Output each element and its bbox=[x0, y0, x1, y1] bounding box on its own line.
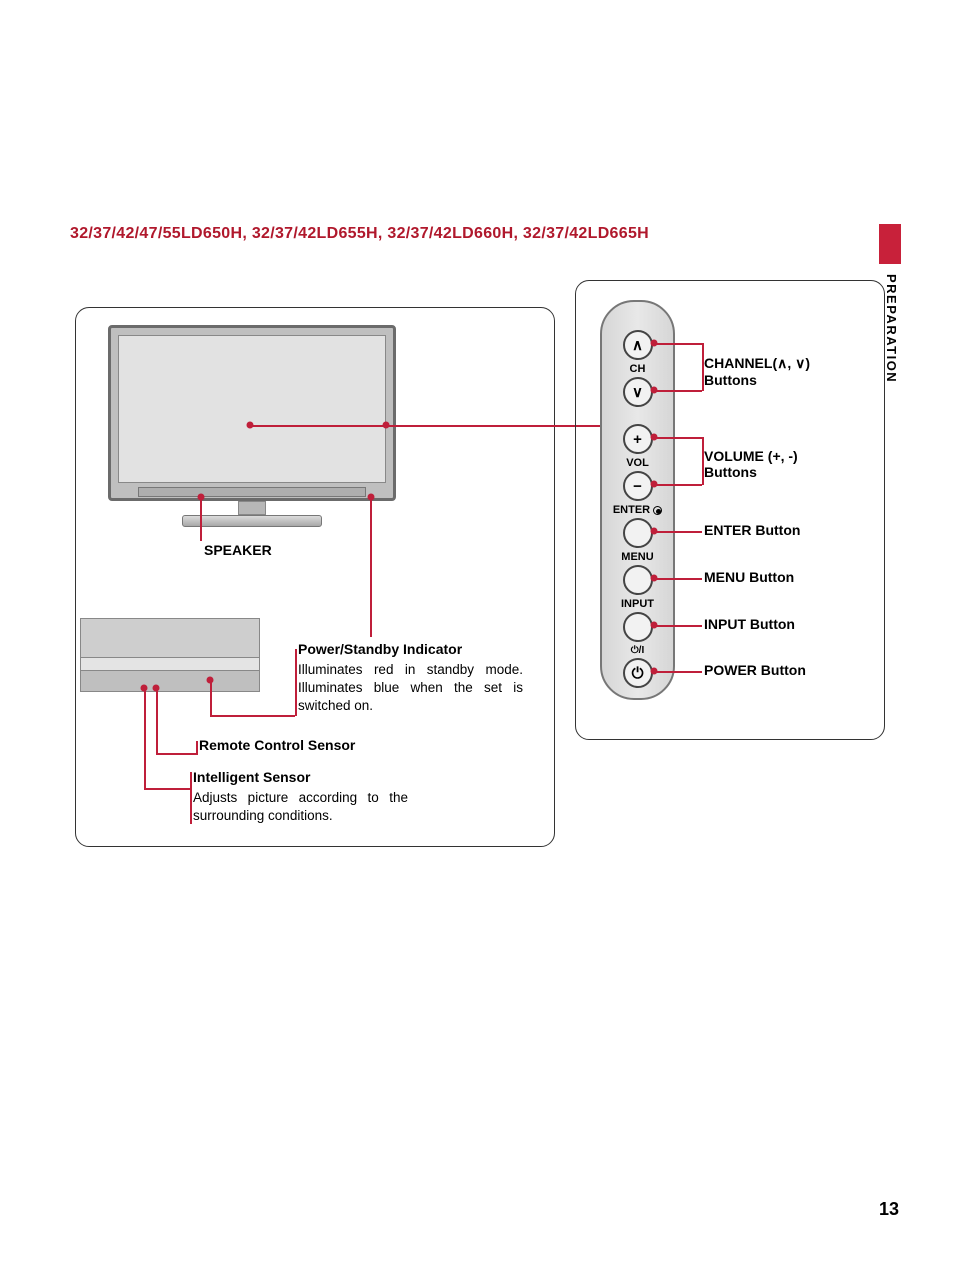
enter-button-icon bbox=[623, 518, 653, 548]
leader-line bbox=[295, 649, 297, 716]
leader-line bbox=[210, 680, 212, 715]
volume-down-button-icon: − bbox=[623, 471, 653, 501]
leader-line bbox=[654, 390, 702, 392]
leader-line bbox=[654, 343, 702, 345]
page-title: 32/37/42/47/55LD650H, 32/37/42LD655H, 32… bbox=[70, 225, 649, 243]
enter-label: ENTER bbox=[602, 504, 673, 516]
leader-dot bbox=[651, 528, 658, 535]
leader-line bbox=[370, 497, 372, 637]
menu-callout: MENU Button bbox=[704, 569, 794, 585]
volume-up-button-icon: + bbox=[623, 424, 653, 454]
leader-dot bbox=[651, 481, 658, 488]
control-strip-drawing: ∧ CH ∨ + VOL − ENTER MENU INPUT ⏻/I ⏻ bbox=[600, 300, 675, 700]
leader-line bbox=[654, 531, 702, 533]
leader-line bbox=[654, 437, 702, 439]
leader-dot bbox=[651, 575, 658, 582]
leader-dot bbox=[651, 387, 658, 394]
remote-sensor-label: Remote Control Sensor bbox=[199, 737, 355, 753]
leader-dot bbox=[651, 622, 658, 629]
leader-line bbox=[250, 425, 600, 427]
power-symbol-label: ⏻/I bbox=[602, 645, 673, 656]
menu-button-icon bbox=[623, 565, 653, 595]
intelligent-sensor-desc: Adjusts picture according to the surroun… bbox=[193, 789, 408, 825]
leader-line bbox=[654, 625, 702, 627]
leader-dot bbox=[198, 494, 205, 501]
leader-line bbox=[156, 688, 158, 753]
input-label: INPUT bbox=[602, 598, 673, 610]
intelligent-sensor-title: Intelligent Sensor bbox=[193, 769, 310, 785]
section-label: PREPARATION bbox=[884, 274, 899, 383]
leader-line bbox=[654, 578, 702, 580]
input-callout: INPUT Button bbox=[704, 616, 795, 632]
leader-line bbox=[144, 688, 146, 788]
power-standby-desc: Illuminates red in standby mode. Illumin… bbox=[298, 661, 523, 716]
enter-callout: ENTER Button bbox=[704, 522, 800, 538]
power-standby-title: Power/Standby Indicator bbox=[298, 641, 462, 657]
channel-down-button-icon: ∨ bbox=[623, 377, 653, 407]
leader-dot bbox=[247, 422, 254, 429]
menu-label: MENU bbox=[602, 551, 673, 563]
page-number: 13 bbox=[879, 1199, 899, 1220]
leader-dot bbox=[651, 340, 658, 347]
ch-label: CH bbox=[602, 363, 673, 375]
power-button-icon: ⏻ bbox=[623, 658, 653, 688]
section-tab bbox=[879, 224, 901, 264]
power-callout: POWER Button bbox=[704, 662, 806, 678]
channel-up-button-icon: ∧ bbox=[623, 330, 653, 360]
tv-front-detail-drawing bbox=[80, 618, 260, 708]
leader-dot bbox=[368, 494, 375, 501]
leader-line bbox=[144, 788, 190, 790]
leader-dot bbox=[651, 668, 658, 675]
channel-callout: CHANNEL(∧, ∨) Buttons bbox=[704, 355, 810, 388]
leader-line bbox=[210, 715, 295, 717]
leader-line bbox=[654, 671, 702, 673]
volume-callout: VOLUME (+, -) Buttons bbox=[704, 448, 798, 480]
leader-line bbox=[190, 772, 192, 824]
leader-line bbox=[654, 484, 702, 486]
vol-label: VOL bbox=[602, 457, 673, 469]
input-button-icon bbox=[623, 612, 653, 642]
speaker-label: SPEAKER bbox=[204, 542, 272, 558]
leader-dot bbox=[651, 434, 658, 441]
leader-line bbox=[156, 753, 196, 755]
leader-line bbox=[196, 741, 198, 755]
leader-line bbox=[200, 497, 202, 541]
leader-dot bbox=[383, 422, 390, 429]
tv-drawing bbox=[108, 325, 396, 531]
